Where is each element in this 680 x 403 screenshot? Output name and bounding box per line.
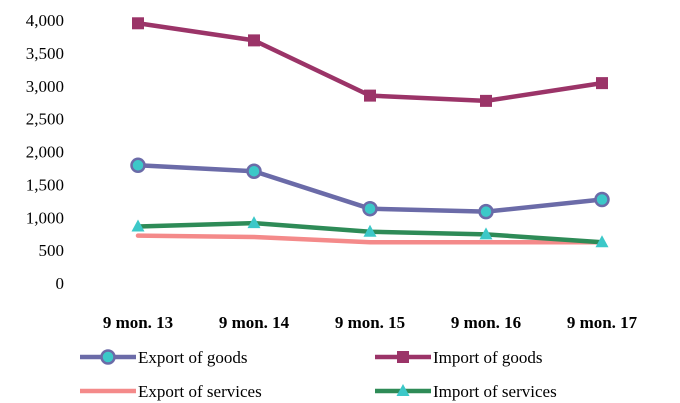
data-point: [594, 191, 610, 208]
y-tick-label: 1,000: [26, 208, 64, 227]
data-point: [479, 227, 493, 240]
data-point: [363, 224, 377, 237]
y-tick-label: 1,500: [26, 175, 64, 194]
data-point: [364, 89, 376, 102]
legend-item: Import of goods: [375, 348, 543, 367]
series-line: [135, 21, 605, 104]
y-tick-label: 4,000: [26, 11, 64, 30]
y-tick-label: 3,500: [26, 44, 64, 63]
plot-area: [130, 17, 610, 248]
legend-marker: [396, 384, 410, 396]
y-tick-label: 2,000: [26, 143, 64, 162]
y-tick-label: 2,500: [26, 110, 64, 129]
x-tick-label: 9 mon. 13: [103, 313, 173, 332]
legend-label: Import of goods: [433, 348, 543, 367]
legend-item: Export of goods: [80, 348, 248, 367]
data-point: [130, 157, 146, 174]
x-tick-label: 9 mon. 15: [335, 313, 405, 332]
data-point: [246, 163, 262, 179]
y-tick-label: 0: [56, 274, 65, 293]
data-point: [478, 203, 494, 220]
legend-marker: [100, 349, 116, 365]
legend-label: Export of services: [138, 382, 262, 401]
data-point: [595, 235, 609, 248]
series-import-of-services: [131, 216, 609, 248]
series-export-of-goods: [130, 157, 610, 220]
data-point: [480, 94, 492, 107]
legend-item: Import of services: [375, 382, 557, 401]
x-tick-label: 9 mon. 17: [567, 313, 638, 332]
x-axis: 9 mon. 13 9 mon. 14 9 mon. 15 9 mon. 16 9 mo…: [103, 313, 638, 332]
series-import-of-goods: [132, 17, 608, 107]
y-tick-label: 500: [39, 241, 65, 260]
data-point: [132, 17, 144, 30]
series-line: [135, 233, 605, 245]
legend-item: Export of services: [80, 382, 262, 401]
data-point: [596, 77, 608, 90]
x-tick-label: 9 mon. 16: [451, 313, 521, 332]
data-point: [131, 219, 145, 232]
y-tick-label: 3,000: [26, 77, 64, 96]
legend-marker: [397, 351, 409, 363]
x-tick-label: 9 mon. 14: [219, 313, 290, 332]
data-point: [248, 34, 260, 47]
y-axis: 0 500 1,000 1,500 2,000 2,500 3,000 3,500 4,000: [26, 11, 64, 293]
series-export-of-services: [135, 233, 605, 245]
legend-label: Import of services: [433, 382, 557, 401]
data-point: [362, 200, 378, 217]
legend-label: Export of goods: [138, 348, 248, 367]
data-point: [247, 216, 261, 229]
legend: Export of goods Import of goods Export of …: [80, 348, 557, 401]
